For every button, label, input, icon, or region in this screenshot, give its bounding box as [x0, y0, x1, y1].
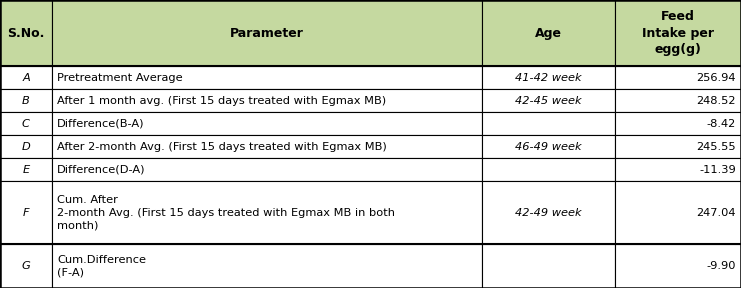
Text: After 2-month Avg. (First 15 days treated with Egmax MB): After 2-month Avg. (First 15 days treate…: [57, 142, 387, 152]
Text: S.No.: S.No.: [7, 26, 44, 40]
Text: 46-49 week: 46-49 week: [515, 142, 582, 152]
Text: -11.39: -11.39: [700, 165, 736, 175]
Text: E: E: [22, 165, 30, 175]
Bar: [52, 158, 482, 181]
Bar: [615, 0, 741, 66]
Text: Difference(D-A): Difference(D-A): [57, 165, 145, 175]
Text: After 1 month avg. (First 15 days treated with Egmax MB): After 1 month avg. (First 15 days treate…: [57, 96, 386, 106]
Bar: [0, 112, 52, 135]
Text: A: A: [22, 73, 30, 83]
Bar: [0, 135, 52, 158]
Bar: [52, 89, 482, 112]
Bar: [615, 244, 741, 288]
Text: Cum.Difference
(F-A): Cum.Difference (F-A): [57, 255, 146, 277]
Bar: [615, 112, 741, 135]
Text: Age: Age: [535, 26, 562, 40]
Text: B: B: [22, 96, 30, 106]
Text: Difference(B-A): Difference(B-A): [57, 119, 144, 129]
Bar: [482, 158, 615, 181]
Bar: [52, 181, 482, 244]
Bar: [482, 66, 615, 89]
Text: 42-45 week: 42-45 week: [515, 96, 582, 106]
Bar: [0, 0, 52, 66]
Bar: [482, 135, 615, 158]
Text: Cum. After
2-month Avg. (First 15 days treated with Egmax MB in both
month): Cum. After 2-month Avg. (First 15 days t…: [57, 195, 395, 230]
Text: 247.04: 247.04: [697, 208, 736, 217]
Text: 42-49 week: 42-49 week: [515, 208, 582, 217]
Text: Feed
Intake per
egg(g): Feed Intake per egg(g): [642, 10, 714, 56]
Text: 256.94: 256.94: [697, 73, 736, 83]
Text: Pretreatment Average: Pretreatment Average: [57, 73, 182, 83]
Text: F: F: [23, 208, 29, 217]
Bar: [0, 66, 52, 89]
Text: -8.42: -8.42: [707, 119, 736, 129]
Text: 245.55: 245.55: [697, 142, 736, 152]
Text: 248.52: 248.52: [697, 96, 736, 106]
Bar: [615, 135, 741, 158]
Bar: [482, 244, 615, 288]
Bar: [52, 244, 482, 288]
Bar: [0, 181, 52, 244]
Bar: [615, 181, 741, 244]
Bar: [482, 0, 615, 66]
Bar: [0, 244, 52, 288]
Bar: [482, 89, 615, 112]
Text: Parameter: Parameter: [230, 26, 304, 40]
Bar: [615, 158, 741, 181]
Bar: [615, 66, 741, 89]
Text: 41-42 week: 41-42 week: [515, 73, 582, 83]
Bar: [615, 89, 741, 112]
Bar: [482, 112, 615, 135]
Bar: [52, 135, 482, 158]
Bar: [482, 181, 615, 244]
Bar: [52, 0, 482, 66]
Bar: [0, 158, 52, 181]
Text: C: C: [22, 119, 30, 129]
Bar: [52, 112, 482, 135]
Text: G: G: [21, 261, 30, 271]
Text: -9.90: -9.90: [706, 261, 736, 271]
Bar: [0, 89, 52, 112]
Text: D: D: [21, 142, 30, 152]
Bar: [52, 66, 482, 89]
